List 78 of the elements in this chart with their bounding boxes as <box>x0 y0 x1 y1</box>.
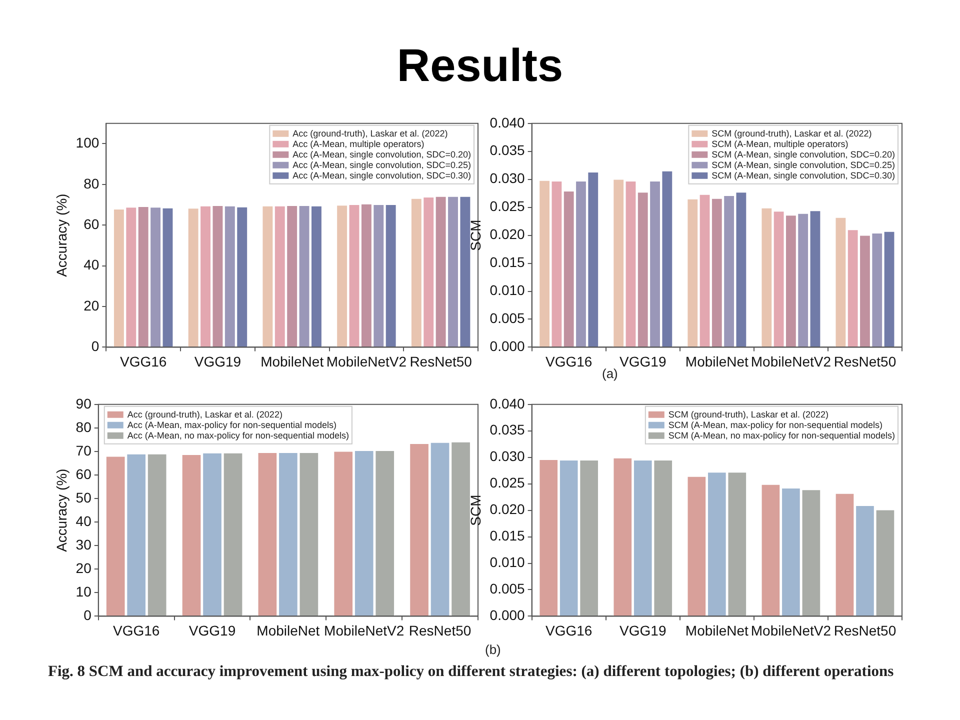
legend-label: SCM (A-Mean, multiple operators) <box>712 139 848 150</box>
legend-label: SCM (A-Mean, single convolution, SDC=0.25) <box>712 160 896 170</box>
y-tick-label: 0.015 <box>490 254 526 270</box>
x-tick-label: MobileNet <box>685 622 749 638</box>
y-tick-label: 0.040 <box>490 114 526 130</box>
legend-label: Acc (A-Mean, single convolution, SDC=0.25) <box>292 160 472 170</box>
x-tick-label: ResNet50 <box>410 353 472 370</box>
y-tick-label: 20 <box>76 560 92 576</box>
legend-label: SCM (A-Mean, single convolution, SDC=0.30) <box>712 170 896 181</box>
y-tick-label: 30 <box>76 536 92 552</box>
y-tick-label: 0.035 <box>490 422 526 438</box>
caption: Fig. 8 SCM and accuracy improvement using max-policy on different strategies: (a) different topologies; (b) different operations <box>48 662 895 682</box>
legend-label: Acc (ground-truth), Laskar et al. (2022) <box>292 128 448 139</box>
y-tick-label: 60 <box>76 466 92 482</box>
x-tick-label: VGG19 <box>620 622 666 638</box>
x-tick-label: VGG16 <box>546 622 592 638</box>
x-tick-label: VGG19 <box>620 353 666 370</box>
y-tick-label: 0.025 <box>490 474 526 491</box>
y-tick-label: 100 <box>76 134 100 151</box>
x-tick-label: ResNet50 <box>834 622 896 638</box>
legend-label: Acc (A-Mean, single convolution, SDC=0.20) <box>292 150 472 160</box>
chart-title: Results <box>396 38 564 92</box>
y-tick-label: 0.020 <box>490 501 526 518</box>
legend-label: Acc (A-Mean, no max-policy for non-sequential models) <box>127 430 349 441</box>
legend-label: SCM (A-Mean, max-policy for non-sequential models) <box>668 420 883 430</box>
legend-label: SCM (ground-truth), Laskar et al. (2022) <box>712 128 872 139</box>
y-tick-label: 0.015 <box>490 528 526 544</box>
y-tick-label: 0 <box>91 338 100 354</box>
x-tick-label: MobileNet <box>685 353 749 370</box>
y-axis-title: Accuracy (%) <box>53 468 70 552</box>
y-tick-label: 50 <box>76 489 92 506</box>
x-tick-label: MobileNet <box>256 622 320 638</box>
y-tick-label: 0.000 <box>490 338 526 354</box>
y-tick-label: 20 <box>84 297 100 314</box>
y-tick-label: 0.020 <box>490 226 526 242</box>
y-tick-label: 0 <box>84 607 92 624</box>
y-tick-label: 0.010 <box>490 554 526 570</box>
legend-label: SCM (ground-truth), Laskar et al. (2022) <box>668 410 828 420</box>
x-tick-label: VGG16 <box>112 622 160 638</box>
y-tick-label: 0.010 <box>490 282 526 298</box>
y-axis-title: SCM <box>467 220 484 251</box>
x-tick-label: VGG19 <box>188 622 236 638</box>
x-tick-label: MobileNetV2 <box>750 622 832 638</box>
y-tick-label: 0.035 <box>490 142 526 158</box>
text: (a) <box>602 366 618 381</box>
y-tick-label: 0.005 <box>490 310 526 326</box>
legend-label: Acc (ground-truth), Laskar et al. (2022) <box>127 410 282 420</box>
y-tick-label: 0.030 <box>490 170 526 186</box>
x-tick-label: VGG16 <box>120 353 167 370</box>
x-tick-label: VGG19 <box>194 353 242 370</box>
y-tick-label: 40 <box>84 256 100 273</box>
x-tick-label: MobileNetV2 <box>326 353 407 370</box>
x-tick-label: VGG16 <box>546 353 592 370</box>
y-tick-label: 60 <box>84 216 100 232</box>
text: (b) <box>485 642 501 657</box>
y-tick-label: 80 <box>76 418 92 435</box>
y-tick-label: 0.040 <box>490 395 526 412</box>
legend-label: SCM (A-Mean, no max-policy for non-sequential models) <box>668 430 896 441</box>
y-tick-label: 40 <box>76 512 92 529</box>
x-tick-label: MobileNet <box>260 353 324 370</box>
y-axis-title: SCM <box>467 494 484 526</box>
legend-label: Acc (A-Mean, single convolution, SDC=0.30) <box>292 170 472 181</box>
x-tick-label: ResNet50 <box>834 353 896 370</box>
y-tick-label: 0.030 <box>490 448 526 464</box>
x-tick-label: MobileNetV2 <box>324 622 404 638</box>
y-tick-label: 80 <box>84 175 100 192</box>
legend-label: Acc (A-Mean, multiple operators) <box>292 139 424 150</box>
y-tick-label: 90 <box>76 395 92 412</box>
legend-label: SCM (A-Mean, single convolution, SDC=0.20) <box>712 150 896 160</box>
legend-label: Acc (A-Mean, max-policy for non-sequential models) <box>127 420 336 430</box>
y-tick-label: 0.025 <box>490 198 526 214</box>
x-tick-label: MobileNetV2 <box>750 353 832 370</box>
y-tick-label: 70 <box>76 442 92 458</box>
x-tick-label: ResNet50 <box>408 622 472 638</box>
y-axis-title: Accuracy (%) <box>53 194 70 277</box>
y-tick-label: 10 <box>76 584 92 600</box>
y-tick-label: 0.000 <box>490 607 526 624</box>
y-tick-label: 0.005 <box>490 580 526 597</box>
